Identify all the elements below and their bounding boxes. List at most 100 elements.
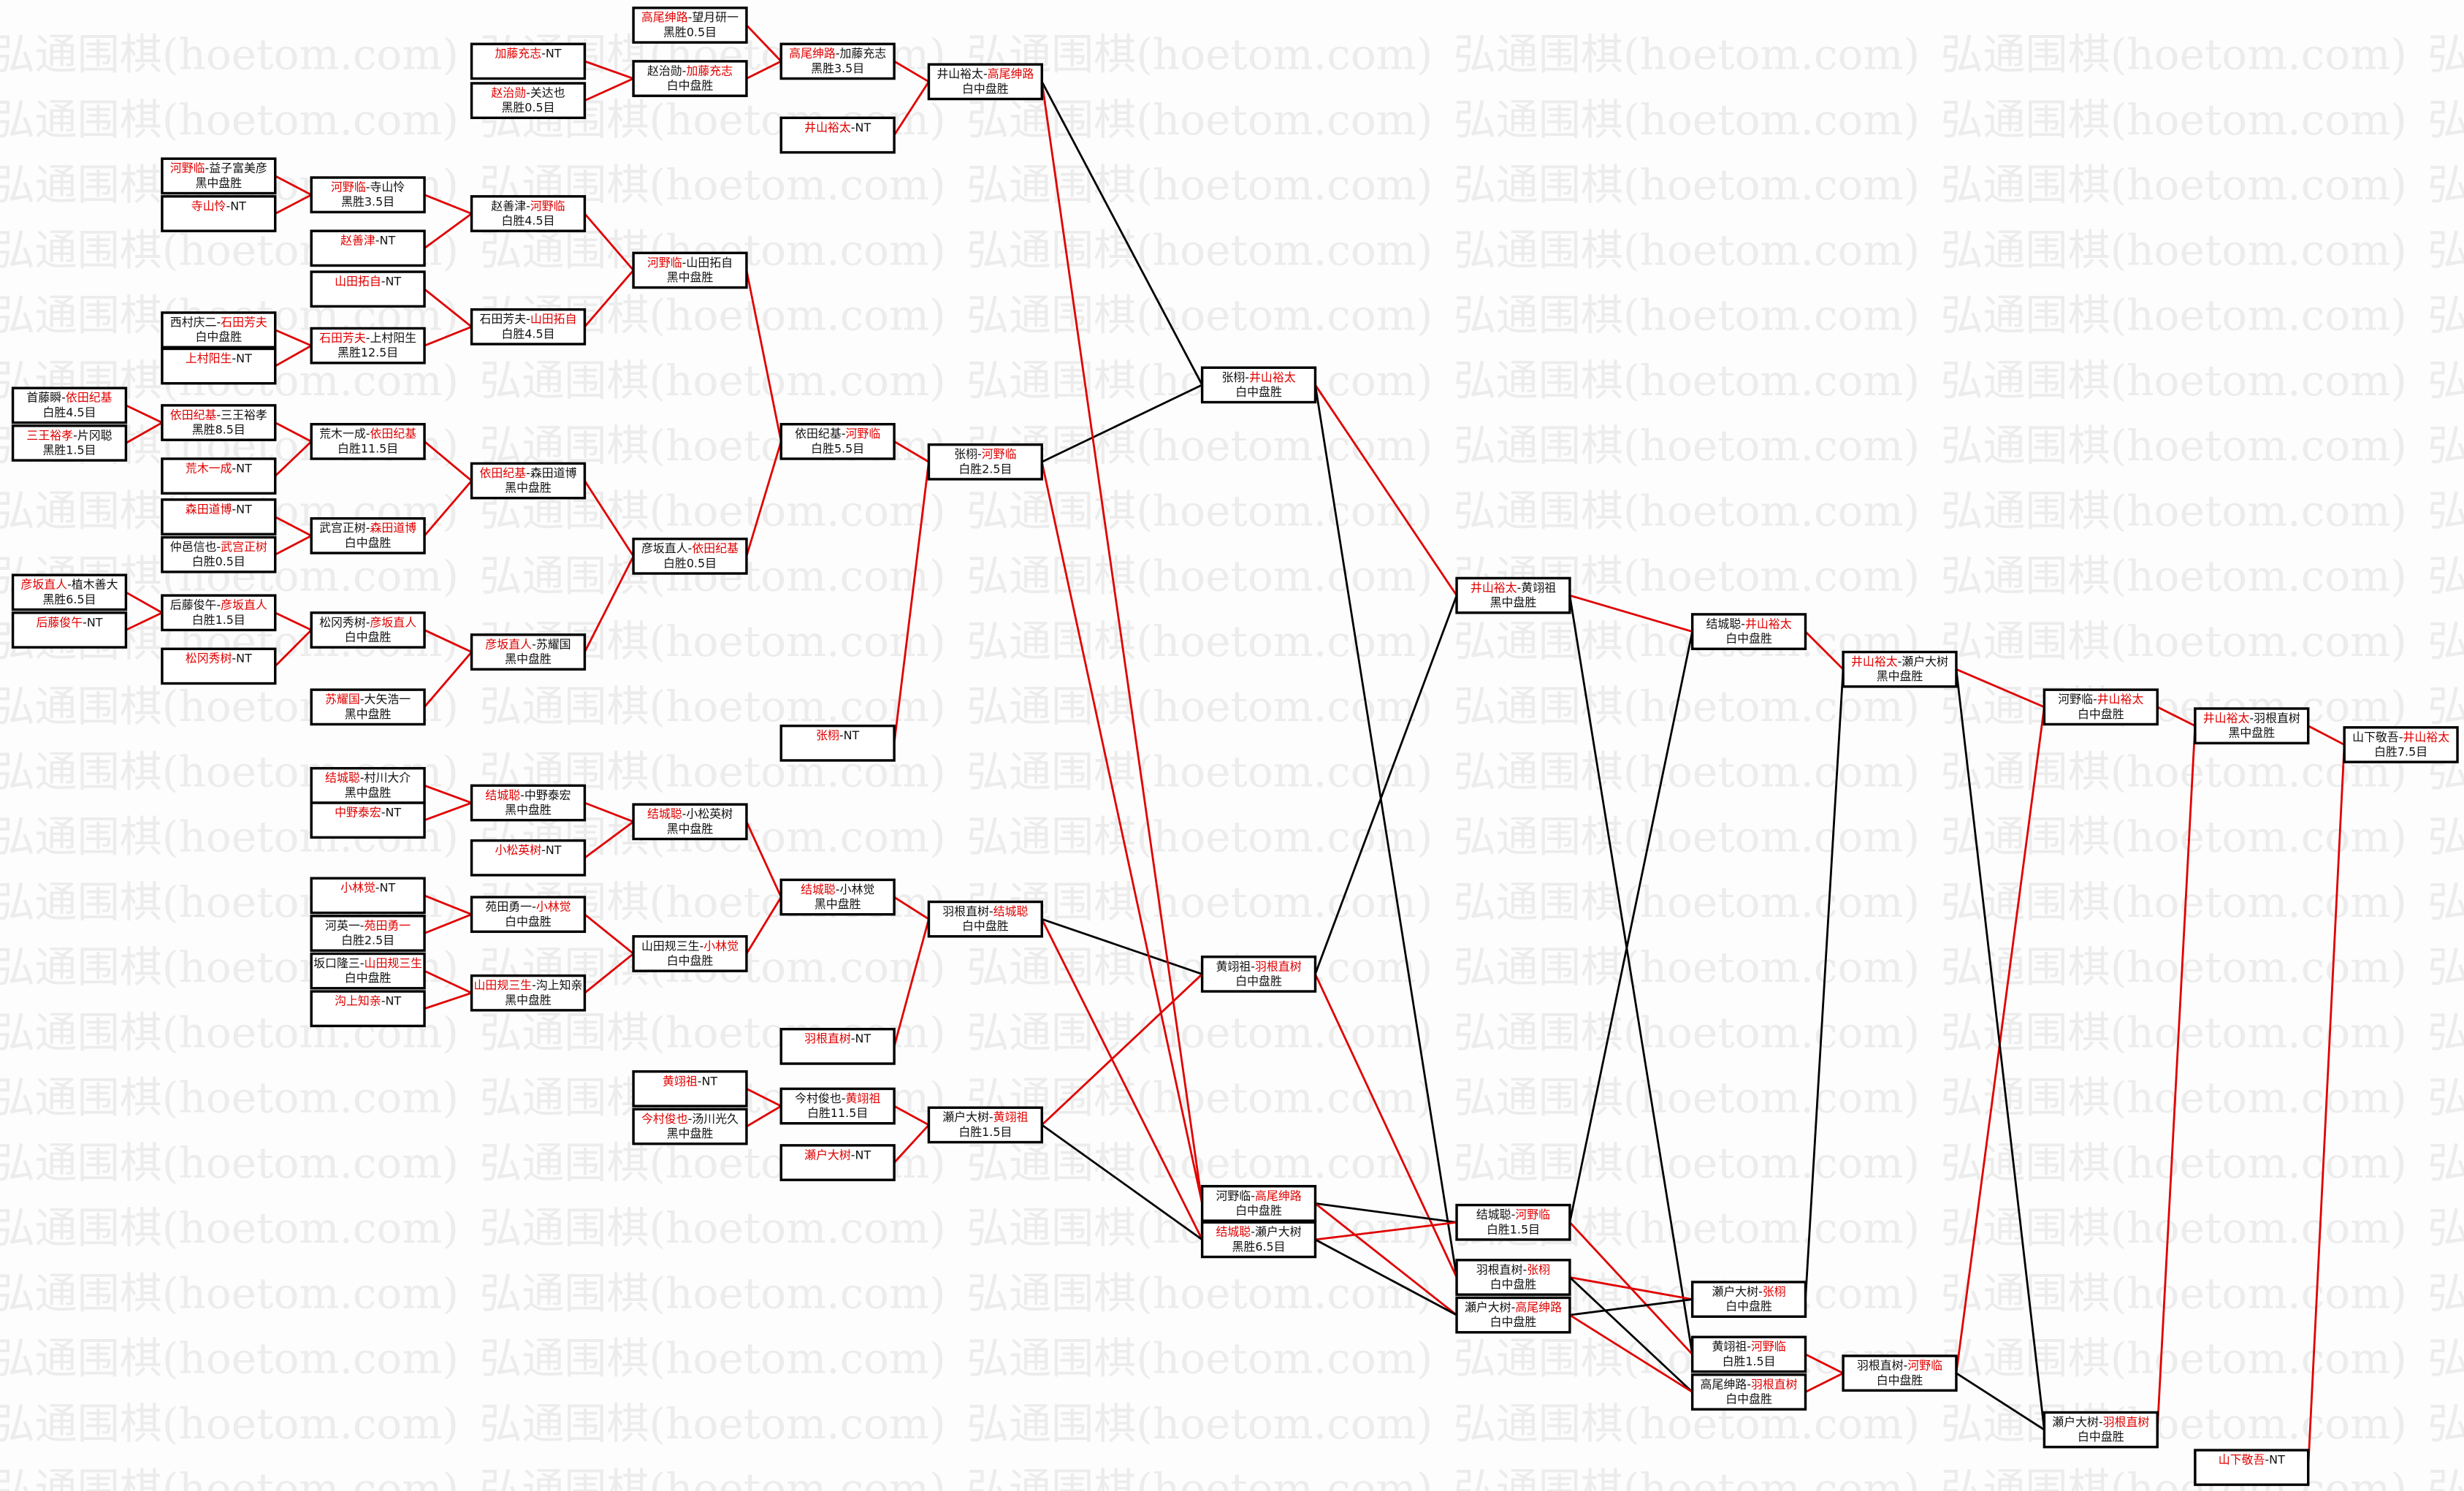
player-black: 结城聪	[1476, 1208, 1511, 1221]
match-box[interactable]: 上村阳生-NT	[161, 347, 277, 385]
match-box[interactable]: 后藤俊午-NT	[11, 611, 128, 649]
match-box[interactable]: 井山裕太-NT	[779, 116, 896, 154]
match-box[interactable]: 瀬户大树-NT	[779, 1144, 896, 1181]
match-box-frame	[779, 422, 896, 460]
separator: -	[526, 466, 530, 480]
watermark-text: 弘通围棋(hoetom.com)	[966, 486, 1433, 535]
match-box[interactable]: 赵善津-NT	[310, 229, 426, 267]
match-box-frame	[470, 462, 587, 500]
watermark-text: 弘通围棋(hoetom.com)	[0, 95, 459, 145]
match-box[interactable]: 松冈秀树-NT	[161, 647, 277, 685]
separator: -	[83, 615, 87, 629]
match-box[interactable]: 小松英树-NT	[470, 839, 587, 877]
player-black: 山下敬吾	[2219, 1453, 2265, 1467]
match-box-frame	[1200, 956, 1317, 993]
match-box[interactable]: 山田拓自-NT	[310, 270, 426, 308]
match-box-frame	[161, 157, 277, 195]
player-black: 加藤充志	[495, 47, 541, 61]
bracket-line-red	[275, 516, 312, 537]
match-box[interactable]: 黄翊祖-NT	[632, 1070, 748, 1107]
match-box[interactable]: 小林觉-NT	[310, 877, 426, 915]
match-box[interactable]: 寺山怜-NT	[161, 195, 277, 232]
match-box[interactable]: 羽根直树-NT	[779, 1027, 896, 1065]
bracket-line-red	[1041, 973, 1203, 1126]
match-players: 赵治勋-关达也	[491, 85, 565, 99]
player-white: 黄翊祖	[993, 1110, 1029, 1124]
match-box[interactable]: 沟上知亲-NT	[310, 990, 426, 1028]
bracket-line-red	[746, 60, 782, 80]
watermark-text: 弘通围棋(hoetom.com)	[1454, 356, 1920, 405]
match-result: 白中盘胜	[667, 79, 714, 93]
match-players: 河野临-井山裕太	[2058, 693, 2143, 706]
match-box[interactable]: 山下敬吾-NT	[2194, 1449, 2310, 1487]
player-black: 羽根直树	[1476, 1262, 1523, 1276]
match-box[interactable]: 加藤充志-NT	[470, 42, 587, 80]
player-black: 河野临	[1216, 1189, 1251, 1202]
match-players: 今村俊也-汤川光久	[641, 1112, 739, 1126]
match-box[interactable]: 荒木一成-NT	[161, 457, 277, 495]
match-box[interactable]: 张栩-NT	[779, 724, 896, 762]
watermark-text: 弘通围棋(hoetom.com)	[2427, 617, 2464, 666]
match-box[interactable]: 森田道博-NT	[161, 498, 277, 535]
match-box[interactable]: 中野泰宏-NT	[310, 801, 426, 839]
